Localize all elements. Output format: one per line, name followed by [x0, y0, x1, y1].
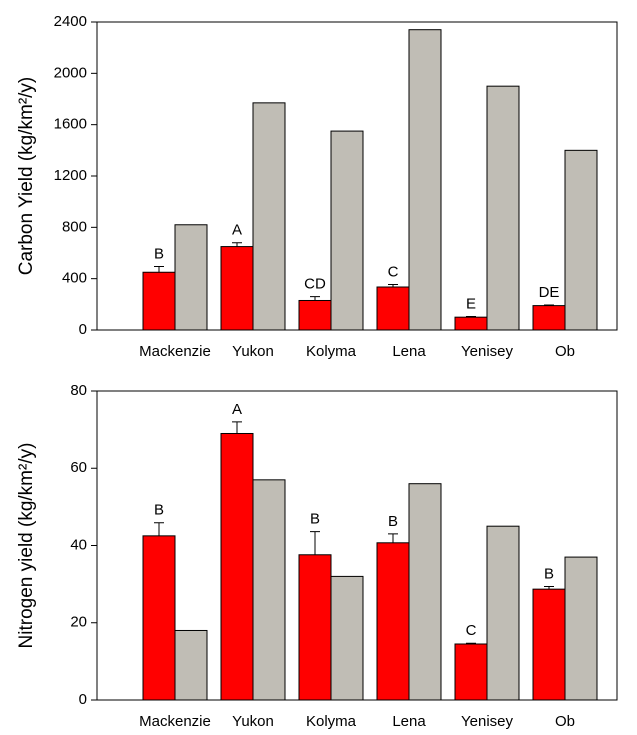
- bar: [298, 299, 332, 331]
- x-tick-label: Mackenzie: [139, 343, 211, 360]
- significance-letter: B: [154, 245, 164, 262]
- bar: [142, 271, 176, 331]
- bar: [454, 643, 488, 701]
- bar: [408, 29, 442, 331]
- error-bar: [154, 265, 164, 273]
- y-tick-label: 400: [62, 270, 87, 287]
- y-tick-label: 2400: [54, 13, 87, 30]
- x-tick-label: Ob: [555, 343, 575, 360]
- bar: [454, 316, 488, 331]
- bar: [486, 85, 520, 331]
- bar: [174, 629, 208, 701]
- bar: [408, 483, 442, 701]
- bar: [220, 246, 254, 331]
- bar: [532, 305, 566, 331]
- significance-letter: E: [466, 295, 476, 312]
- significance-letter: DE: [539, 284, 560, 301]
- x-tick-label: Kolyma: [306, 713, 357, 730]
- x-tick-label: Yukon: [232, 713, 274, 730]
- y-tick-label: 2000: [54, 64, 87, 81]
- x-tick-label: Kolyma: [306, 343, 357, 360]
- error-bar: [154, 522, 164, 536]
- y-tick-label: 0: [79, 691, 87, 708]
- y-tick-label: 0: [79, 321, 87, 338]
- bar: [142, 535, 176, 701]
- x-tick-label: Mackenzie: [139, 713, 211, 730]
- x-tick-label: Ob: [555, 713, 575, 730]
- bar: [564, 556, 598, 701]
- x-tick-label: Yukon: [232, 343, 274, 360]
- y-tick-label: 60: [70, 459, 87, 476]
- y-axis-title: Carbon Yield (kg/km²/y): [16, 77, 37, 276]
- bar: [564, 149, 598, 331]
- bar: [252, 479, 286, 701]
- y-tick-label: 20: [70, 614, 87, 631]
- x-tick-label: Lena: [392, 343, 426, 360]
- significance-letter: A: [232, 222, 242, 239]
- y-tick-label: 800: [62, 218, 87, 235]
- error-bar: [232, 421, 242, 434]
- bar: [252, 102, 286, 331]
- x-tick-label: Yenisey: [461, 713, 513, 730]
- y-tick-label: 1600: [54, 116, 87, 133]
- error-bar: [310, 531, 320, 555]
- significance-letter: C: [388, 263, 399, 280]
- plot-frame: [96, 21, 618, 331]
- significance-letter: B: [388, 513, 398, 530]
- bar: [330, 130, 364, 331]
- significance-letter: B: [544, 565, 554, 582]
- error-bar: [388, 533, 398, 543]
- bar: [220, 432, 254, 701]
- y-tick-label: 40: [70, 536, 87, 553]
- y-tick-label: 80: [70, 382, 87, 399]
- error-bar: [310, 296, 320, 301]
- y-tick-label: 1200: [54, 167, 87, 184]
- bar: [532, 588, 566, 701]
- y-axis-title: Nitrogen yield (kg/km²/y): [16, 443, 37, 649]
- bar: [376, 542, 410, 701]
- bar: [330, 575, 364, 701]
- x-tick-label: Lena: [392, 713, 426, 730]
- bar: [174, 224, 208, 331]
- significance-letter: CD: [304, 276, 326, 293]
- significance-letter: B: [154, 502, 164, 519]
- bar: [376, 286, 410, 331]
- bar: [486, 525, 520, 701]
- x-tick-label: Yenisey: [461, 343, 513, 360]
- significance-letter: B: [310, 511, 320, 528]
- plot-frame: [96, 390, 618, 701]
- error-bar: [232, 242, 242, 247]
- bar: [298, 554, 332, 701]
- significance-letter: C: [466, 622, 477, 639]
- significance-letter: A: [232, 401, 242, 418]
